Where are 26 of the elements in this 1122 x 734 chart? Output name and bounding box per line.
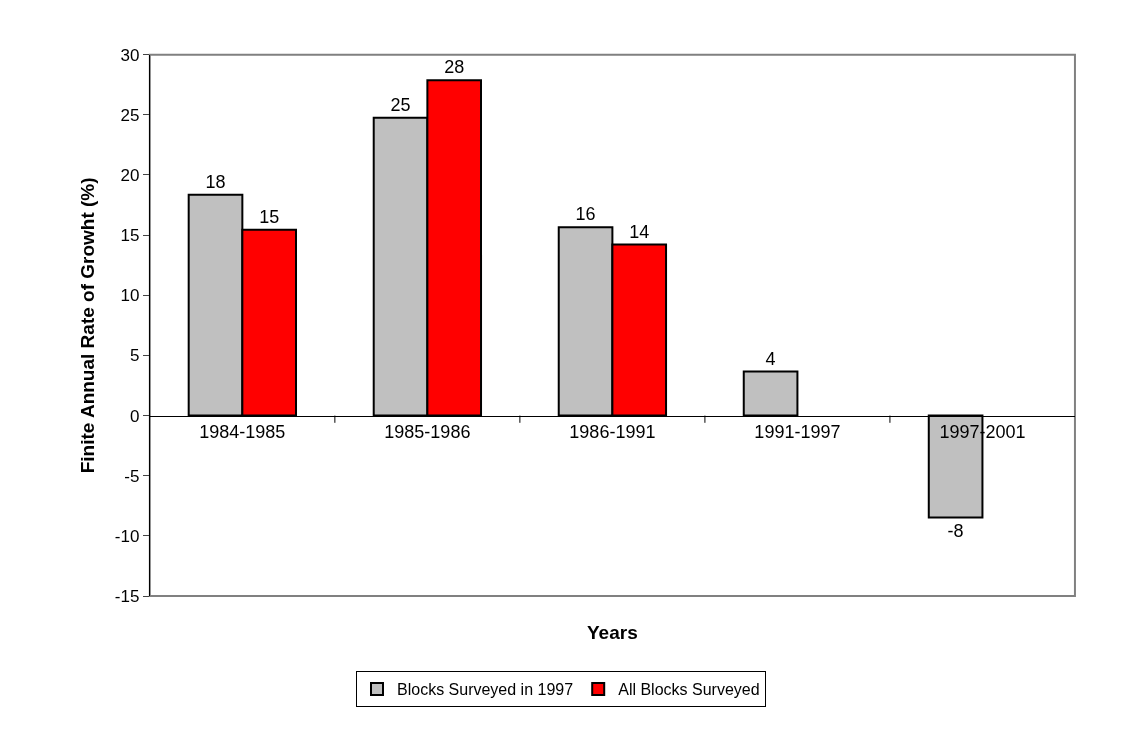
data-label: 15 — [259, 206, 280, 227]
data-label: 16 — [575, 204, 596, 225]
y-tick-label: -10 — [114, 526, 140, 546]
x-axis-title: Years — [587, 622, 638, 643]
y-tick-label: 10 — [120, 286, 140, 306]
x-tick-label: 1984-1985 — [199, 422, 286, 443]
y-tick-label: -15 — [114, 586, 140, 606]
y-tick-label: 15 — [120, 226, 140, 246]
data-label: -8 — [947, 520, 964, 541]
data-label: 14 — [629, 221, 650, 242]
x-tick-label: 1991-1997 — [754, 422, 841, 443]
legend-label: Blocks Surveyed in 1997 — [397, 681, 574, 699]
y-tick-label: 5 — [129, 346, 140, 366]
x-tick-label: 1986-1991 — [569, 422, 656, 443]
data-label: 4 — [765, 348, 776, 369]
y-tick-label: 30 — [120, 45, 140, 65]
x-tick-label: 1985-1986 — [384, 422, 471, 443]
y-tick-label: 20 — [120, 165, 140, 185]
data-label: 18 — [205, 171, 226, 192]
legend-label: All Blocks Surveyed — [618, 681, 760, 699]
data-label: 25 — [390, 94, 411, 115]
y-tick-label: -5 — [124, 466, 140, 486]
y-tick-label: 0 — [129, 406, 140, 426]
y-tick-label: 25 — [120, 105, 140, 125]
y-axis-title: Finite Annual Rate of Growht (%) — [76, 177, 98, 474]
data-label: 28 — [444, 57, 465, 78]
